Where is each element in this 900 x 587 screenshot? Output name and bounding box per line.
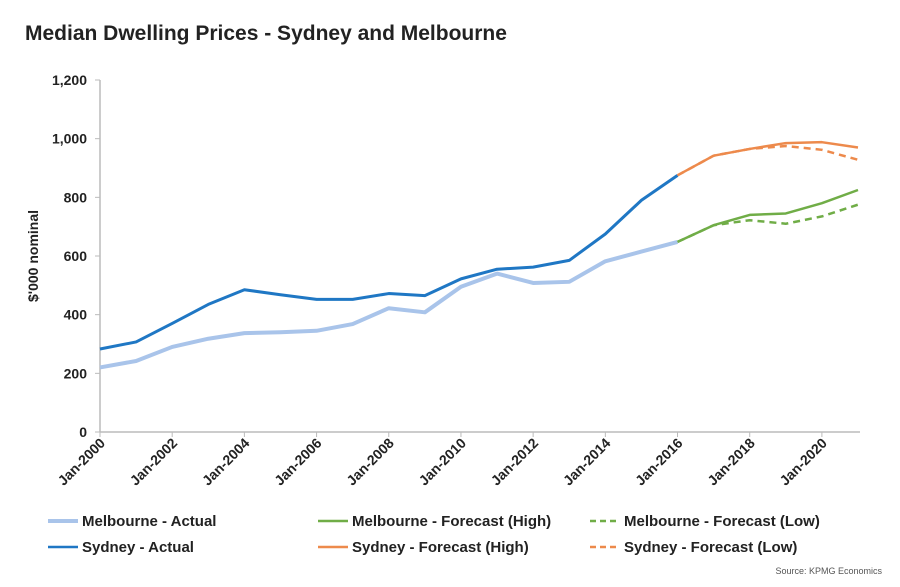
x-tick-label: Jan-2004	[199, 435, 253, 489]
series-line-sydney-forecast-low	[676, 144, 859, 177]
y-tick-label: 1,000	[52, 131, 87, 147]
legend-label: Melbourne - Forecast (High)	[352, 513, 551, 530]
legend-label: Melbourne - Forecast (Low)	[624, 513, 820, 530]
y-tick-label: 800	[64, 189, 88, 205]
x-tick-label: Jan-2010	[415, 435, 469, 489]
series-line-melbourne-actual	[99, 239, 679, 370]
series-line-melbourne-forecast-high	[676, 188, 859, 244]
x-tick-label: Jan-2002	[127, 435, 181, 489]
series-line-melbourne-forecast-low	[676, 203, 859, 244]
y-tick-label: 600	[64, 248, 88, 264]
x-tick-label: Jan-2012	[488, 435, 542, 489]
legend-label: Sydney - Forecast (Low)	[624, 539, 797, 556]
chart-title: Median Dwelling Prices - Sydney and Melb…	[25, 22, 507, 45]
legend-label: Sydney - Actual	[82, 539, 194, 556]
x-tick-label: Jan-2016	[632, 435, 686, 489]
legend-label: Sydney - Forecast (High)	[352, 539, 529, 556]
x-tick-label: Jan-2020	[776, 435, 830, 489]
x-tick-label: Jan-2008	[343, 435, 397, 489]
y-tick-label: 200	[64, 365, 88, 381]
y-tick-label: 0	[79, 424, 87, 440]
x-tick-label: Jan-2014	[560, 435, 614, 489]
series-line-sydney-forecast-high	[676, 140, 859, 177]
y-tick-label: 1,200	[52, 72, 87, 88]
series-line-sydney-actual	[99, 174, 679, 351]
x-tick-label: Jan-2018	[704, 435, 758, 489]
y-tick-label: 400	[64, 307, 88, 323]
legend-label: Melbourne - Actual	[82, 513, 216, 530]
x-tick-label: Jan-2000	[54, 435, 108, 489]
source-note: Source: KPMG Economics	[775, 566, 882, 576]
y-axis-label: $'000 nominal	[25, 210, 41, 302]
x-tick-label: Jan-2006	[271, 435, 325, 489]
